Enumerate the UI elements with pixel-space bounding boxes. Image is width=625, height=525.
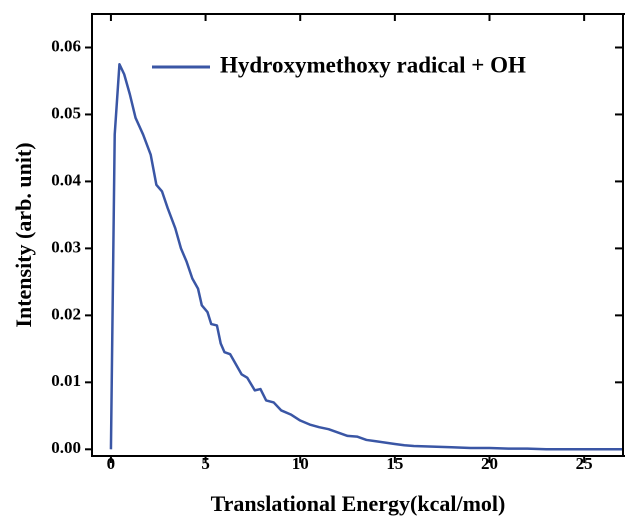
frame xyxy=(91,13,625,457)
data-line xyxy=(109,62,622,451)
y-tick-label: 0.04 xyxy=(51,170,81,189)
x-tick-label: 0 xyxy=(107,454,116,473)
x-tick-label: 20 xyxy=(481,454,498,473)
x-tick-label: 10 xyxy=(292,454,309,473)
x-tick-label: 5 xyxy=(201,454,210,473)
x-tick-label: 15 xyxy=(386,454,403,473)
legend-label: Hydroxymethoxy radical + OH xyxy=(220,52,526,77)
y-tick-label: 0.06 xyxy=(51,36,81,55)
y-tick-label: 0.05 xyxy=(51,103,81,122)
y-tick-label: 0.03 xyxy=(51,237,81,256)
x-tick-label: 25 xyxy=(576,454,593,473)
y-tick-label: 0.00 xyxy=(51,438,81,457)
y-axis-label: Intensity (arb. unit) xyxy=(11,142,36,327)
y-tick-label: 0.01 xyxy=(51,371,81,390)
x-axis-label: Translational Energy(kcal/mol) xyxy=(211,491,506,516)
y-tick-label: 0.02 xyxy=(51,304,81,323)
